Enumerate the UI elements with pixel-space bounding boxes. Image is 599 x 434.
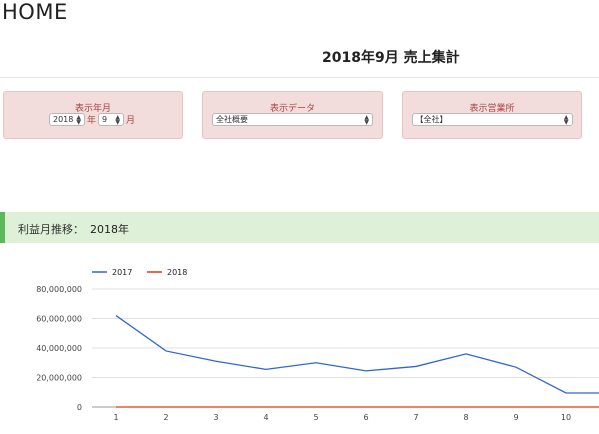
filter-panel-data: 表示データ 全社概要 ▲ ▼ [202,91,383,139]
updown-arrows-icon: ▲ ▼ [115,113,120,126]
x-tick-label: 8 [463,413,468,422]
series-line-2017 [115,315,599,394]
office-select-value: 【全社】 [415,115,448,124]
x-tick-label: 9 [513,413,518,422]
x-tick-label: 6 [363,413,368,422]
profit-trend-label: 利益月推移： [18,223,84,236]
header-divider [0,77,599,78]
y-tick-label: 80,000,000 [36,285,82,294]
data-label: 表示データ [269,104,315,114]
x-tick-label: 7 [413,413,418,422]
office-label: 表示営業所 [469,104,515,114]
month-select[interactable]: 9 ▲ ▼ [98,113,124,126]
updown-arrows-icon: ▲ ▼ [76,113,81,126]
profit-line-chart: 2017 2018 0 20,000,000 40,000,000 60,000,000… [36,268,599,422]
chart-legend: 2017 2018 [92,268,187,277]
chart-lines [115,315,599,408]
profit-trend-header: 利益月推移： 2018年 [0,212,599,243]
year-select-value: 2018 [52,115,74,124]
period-controls: 2018 ▲ ▼ 年 9 ▲ ▼ 月 [4,113,182,126]
month-select-value: 9 [102,115,108,124]
y-tick-label: 20,000,000 [36,374,82,383]
x-tick-label: 3 [213,413,218,422]
x-tick-label: 10 [561,413,571,422]
office-select[interactable]: 【全社】 ▲ ▼ [411,113,573,126]
x-tick-label: 1 [113,413,118,422]
y-tick-label: 60,000,000 [36,315,82,324]
legend-label: 2018 [167,268,187,277]
office-controls: 【全社】 ▲ ▼ [403,113,581,126]
x-tick-label: 4 [263,413,268,422]
year-select[interactable]: 2018 ▲ ▼ [48,113,85,126]
filter-panel-office: 表示営業所 【全社】 ▲ ▼ [402,91,582,139]
year-unit: 年 [86,116,96,126]
x-tick-label: 5 [313,413,318,422]
month-unit: 月 [126,116,136,126]
chart-grid [92,288,599,408]
updown-arrows-icon: ▲ ▼ [563,113,569,126]
page-heading: 2018年9月 売上集計 [322,50,460,66]
y-tick-label: 0 [77,403,82,412]
data-controls: 全社概要 ▲ ▼ [203,113,382,126]
profit-trend-year: 2018年 [90,223,129,236]
x-axis-ticks: 1 2 3 4 5 6 7 8 9 10 [113,413,571,422]
data-select[interactable]: 全社概要 ▲ ▼ [212,113,373,126]
data-select-value: 全社概要 [216,115,248,124]
y-axis-ticks: 0 20,000,000 40,000,000 60,000,000 80,000,00… [36,285,82,412]
period-label: 表示年月 [74,104,111,114]
x-tick-label: 2 [163,413,168,422]
y-tick-label: 40,000,000 [36,344,82,353]
filter-panel-period: 表示年月 2018 ▲ ▼ 年 9 ▲ ▼ 月 [3,91,183,139]
updown-arrows-icon: ▲ ▼ [364,113,369,126]
home-title: HOME [2,0,68,24]
legend-label: 2017 [112,268,132,277]
